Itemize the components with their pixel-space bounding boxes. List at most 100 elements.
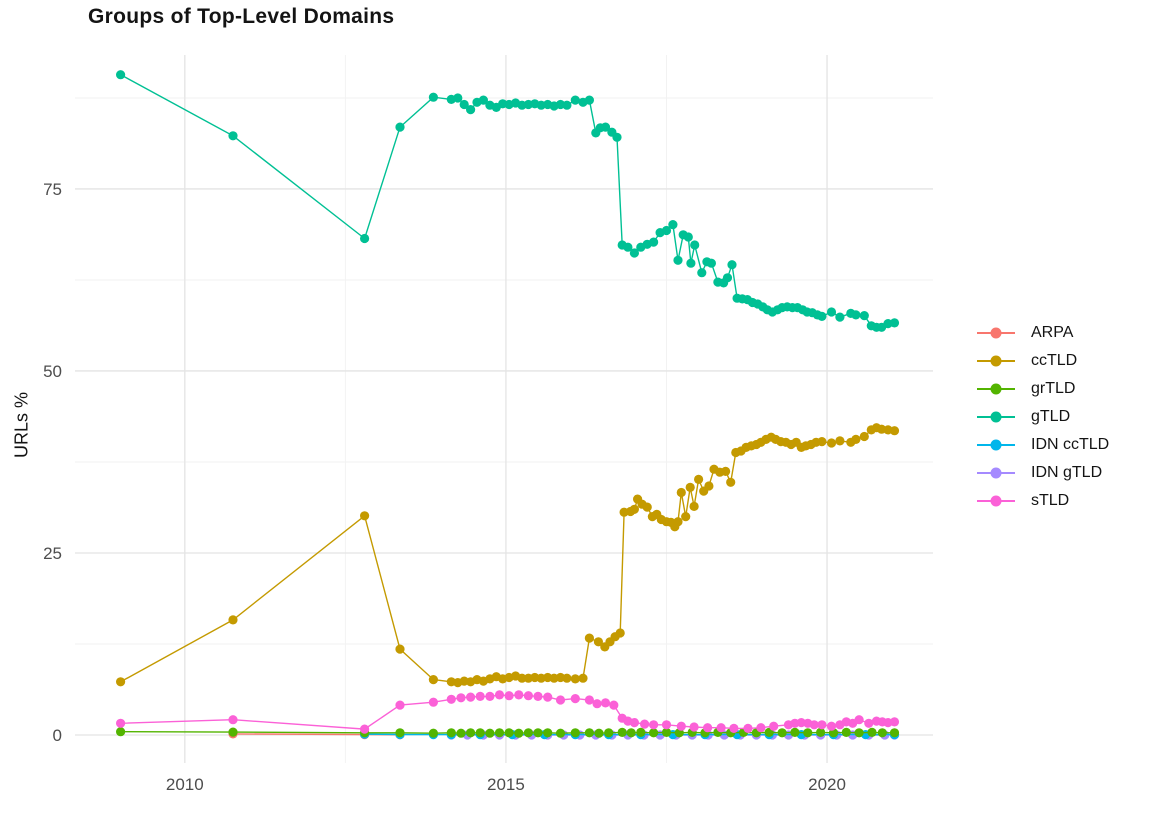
- data-point-gtld: [859, 311, 869, 321]
- data-point-grtld: [803, 728, 813, 738]
- data-point-stld: [428, 697, 438, 707]
- data-point-stld: [504, 691, 514, 701]
- legend-label: ccTLD: [1031, 352, 1078, 369]
- data-point-stld: [826, 721, 837, 731]
- legend-key-point: [990, 495, 1002, 507]
- legend-swatch-cctld: [977, 355, 1015, 367]
- data-point-gtld: [360, 233, 370, 244]
- data-point-stld: [729, 723, 739, 734]
- data-point-stld: [395, 700, 405, 710]
- data-point-stld: [689, 722, 699, 732]
- data-point-grtld: [555, 728, 566, 738]
- data-point-grtld: [485, 728, 495, 738]
- legend-item-gtld: gTLD: [976, 408, 1109, 426]
- data-point-grtld: [523, 728, 534, 738]
- legend-swatch-stld: [977, 495, 1015, 507]
- data-point-grtld: [475, 728, 485, 738]
- data-point-stld: [640, 719, 650, 729]
- data-point-gtld: [668, 220, 678, 230]
- data-point-stld: [466, 692, 476, 702]
- data-point-gtld: [116, 70, 126, 80]
- data-point-gtld: [629, 248, 640, 258]
- data-point-gtld: [673, 255, 683, 265]
- data-point-cctld: [685, 482, 695, 492]
- data-point-cctld: [642, 502, 652, 512]
- data-point-cctld: [851, 434, 861, 444]
- legend-swatch-idn-cctld: [977, 439, 1015, 451]
- data-point-gtld: [661, 225, 672, 236]
- data-point-stld: [703, 723, 713, 733]
- data-point-gtld: [453, 93, 463, 103]
- data-point-cctld: [689, 501, 699, 511]
- gridlines-minor: [75, 55, 933, 763]
- data-point-gtld: [706, 258, 717, 268]
- legend-key-point: [990, 439, 1002, 451]
- legend-label: grTLD: [1031, 380, 1076, 397]
- legend-label: IDN gTLD: [1031, 464, 1103, 481]
- data-point-gtld: [697, 268, 707, 278]
- data-point-stld: [543, 692, 553, 702]
- data-point-cctld: [859, 431, 869, 442]
- data-point-grtld: [543, 728, 553, 738]
- data-point-stld: [456, 693, 466, 703]
- legend-label: gTLD: [1031, 408, 1071, 425]
- data-point-stld: [676, 721, 686, 731]
- data-point-stld: [854, 715, 864, 725]
- data-point-cctld: [615, 628, 625, 638]
- data-point-stld: [592, 699, 602, 709]
- data-point-cctld: [704, 481, 714, 491]
- data-point-stld: [514, 690, 524, 700]
- data-point-grtld: [533, 728, 543, 738]
- series-stld: [116, 690, 900, 734]
- data-point-cctld: [889, 426, 900, 436]
- data-point-gtld: [649, 237, 659, 247]
- legend-swatch-gtld: [977, 411, 1015, 423]
- data-point-grtld: [456, 728, 466, 738]
- data-point-gtld: [428, 92, 438, 102]
- data-point-gtld: [562, 100, 572, 110]
- legend-key-point: [990, 327, 1002, 339]
- data-point-cctld: [116, 677, 126, 687]
- legend-item-idn-gtld: IDN gTLD: [976, 464, 1109, 482]
- data-point-stld: [570, 694, 580, 704]
- data-point-gtld: [395, 122, 405, 132]
- data-point-cctld: [721, 466, 731, 476]
- data-point-stld: [584, 695, 595, 705]
- data-point-gtld: [686, 258, 696, 268]
- data-point-grtld: [494, 728, 505, 738]
- data-point-gtld: [826, 307, 837, 317]
- data-point-cctld: [570, 674, 580, 684]
- x-tick-label: 2020: [808, 775, 846, 794]
- data-point-cctld: [676, 487, 686, 498]
- data-point-gtld: [623, 242, 633, 252]
- series-cctld: [116, 423, 900, 688]
- legend-swatch-arpa: [977, 327, 1015, 339]
- data-point-cctld: [673, 517, 683, 527]
- data-point-grtld: [446, 728, 456, 738]
- data-point-grtld: [514, 728, 524, 738]
- data-point-grtld: [877, 728, 887, 738]
- data-point-grtld: [841, 727, 851, 738]
- data-point-cctld: [562, 673, 572, 683]
- data-point-cctld: [817, 437, 827, 447]
- data-point-gtld: [727, 260, 737, 270]
- data-point-stld: [649, 720, 659, 730]
- legend-key-point: [990, 467, 1002, 479]
- data-point-cctld: [428, 675, 438, 685]
- data-point-stld: [661, 720, 672, 730]
- data-point-cctld: [726, 477, 736, 487]
- legend-item-stld: sTLD: [976, 492, 1109, 510]
- legend-item-idn-cctld: IDN ccTLD: [976, 436, 1109, 454]
- legend-item-grtld: grTLD: [976, 380, 1109, 398]
- data-point-stld: [629, 718, 640, 728]
- legend-label: sTLD: [1031, 492, 1070, 509]
- legend-key-point: [990, 383, 1002, 395]
- data-point-grtld: [228, 727, 238, 737]
- data-point-grtld: [790, 727, 800, 738]
- y-tick-label: 75: [43, 180, 62, 199]
- data-point-grtld: [816, 727, 826, 738]
- data-point-stld: [533, 691, 543, 702]
- data-point-stld: [600, 698, 611, 708]
- data-point-grtld: [777, 728, 787, 738]
- data-point-grtld: [504, 728, 514, 738]
